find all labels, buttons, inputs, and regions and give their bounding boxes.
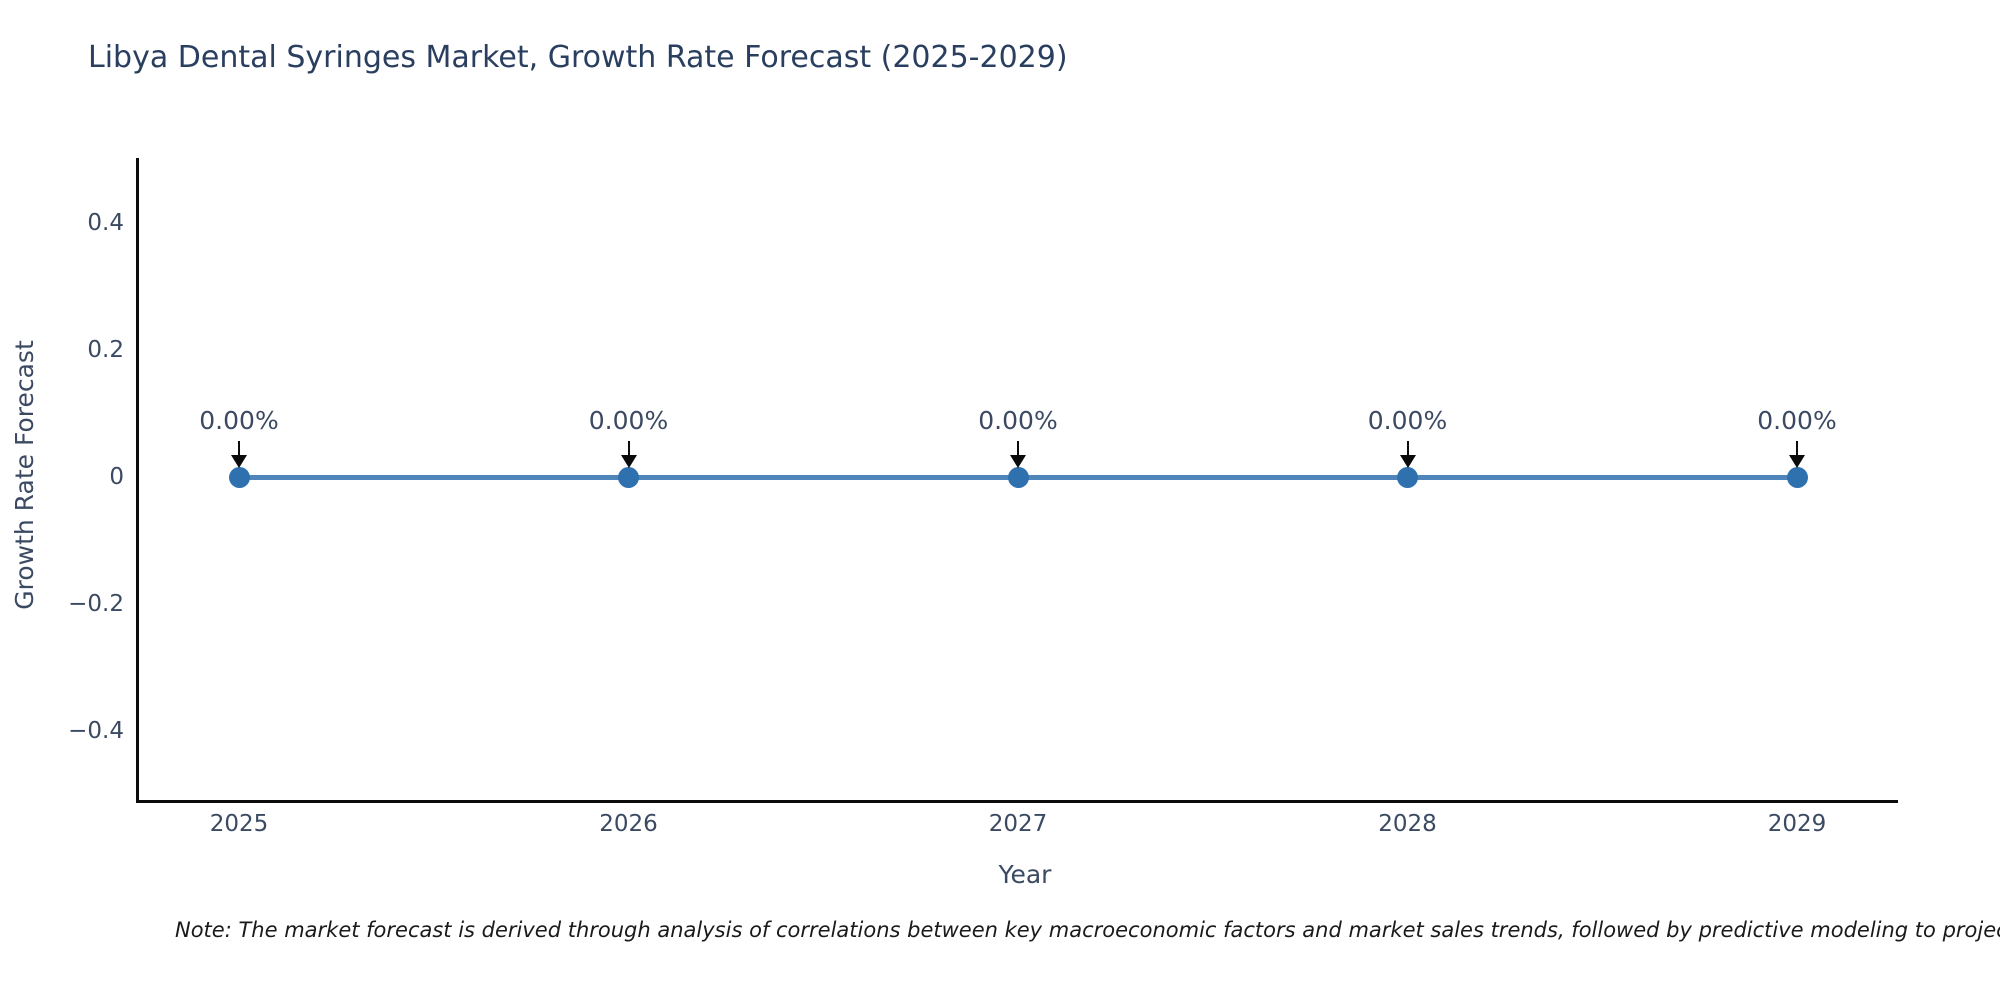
- annotation-arrow-head-icon: [231, 455, 247, 468]
- x-tick-label: 2025: [209, 811, 269, 837]
- data-point-marker[interactable]: [1397, 466, 1418, 488]
- y-tick-label: 0: [109, 464, 124, 490]
- chart-title: Libya Dental Syringes Market, Growth Rat…: [88, 40, 1068, 75]
- point-value-label: 0.00%: [978, 406, 1058, 435]
- y-tick-label: −0.4: [68, 718, 124, 744]
- point-value-label: 0.00%: [1757, 406, 1837, 435]
- annotation-arrow-shaft: [627, 441, 630, 458]
- annotation-arrow-head-icon: [620, 455, 637, 468]
- point-value-label: 0.00%: [588, 406, 669, 435]
- y-tick-label: 0.4: [87, 210, 124, 236]
- annotation-arrow-head-icon: [1010, 455, 1026, 468]
- y-axis-line: [136, 158, 139, 803]
- x-tick-label: 2029: [1767, 811, 1827, 837]
- x-tick-label: 2026: [599, 811, 658, 837]
- y-tick-label: −0.2: [68, 591, 124, 617]
- x-axis-title: Year: [998, 860, 1052, 889]
- point-value-label: 0.00%: [1367, 406, 1448, 435]
- point-value-label: 0.00%: [199, 406, 279, 435]
- data-point-marker[interactable]: [228, 466, 250, 488]
- data-point-marker[interactable]: [1007, 466, 1029, 488]
- annotation-arrow-head-icon: [1399, 455, 1416, 468]
- annotation-arrow-shaft: [1406, 441, 1409, 458]
- y-tick-label: 0.2: [87, 337, 124, 363]
- x-tick-label: 2028: [1378, 811, 1437, 837]
- data-point-marker[interactable]: [1786, 466, 1808, 488]
- x-axis-line: [136, 800, 1898, 803]
- x-tick-label: 2027: [988, 811, 1048, 837]
- data-point-marker[interactable]: [618, 466, 639, 488]
- annotation-arrow-head-icon: [1789, 455, 1805, 468]
- annotation-arrow-shaft: [238, 441, 240, 458]
- annotation-arrow-shaft: [1017, 441, 1019, 458]
- footnote: Note: The market forecast is derived thr…: [175, 918, 2000, 942]
- annotation-arrow-shaft: [1796, 441, 1798, 458]
- y-axis-title: Growth Rate Forecast: [10, 340, 39, 610]
